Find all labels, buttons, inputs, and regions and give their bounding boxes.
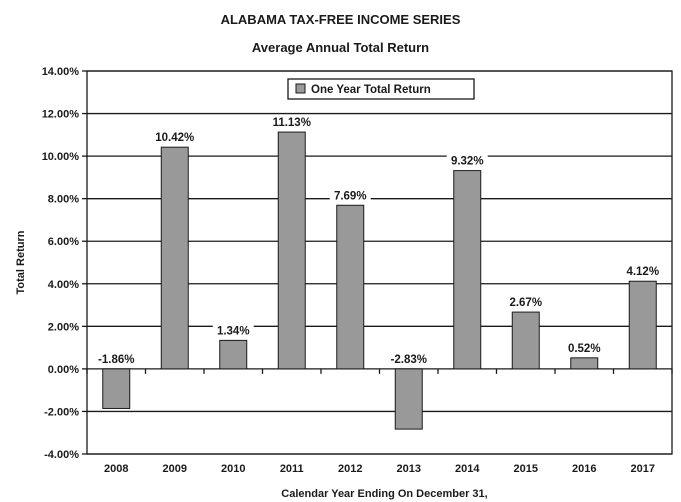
bar xyxy=(277,131,306,370)
bar xyxy=(160,146,189,370)
y-tick-label: 2.00% xyxy=(48,321,79,333)
data-label-bg xyxy=(150,130,199,145)
data-label: 4.12% xyxy=(626,266,659,278)
data-label-bg xyxy=(329,188,371,203)
x-tick-label: 2014 xyxy=(455,463,480,475)
data-label-bg xyxy=(505,295,547,310)
data-label-bg xyxy=(563,340,605,355)
chart-subtitle: Average Annual Total Return xyxy=(251,40,430,55)
data-label-bg xyxy=(267,115,316,130)
data-label-bg xyxy=(92,351,141,366)
bar xyxy=(453,170,482,370)
bar xyxy=(102,368,131,409)
data-label: 0.52% xyxy=(568,343,601,355)
data-label: 9.32% xyxy=(451,156,484,168)
data-label: 2.67% xyxy=(509,297,542,309)
x-tick-label: 2010 xyxy=(221,463,245,475)
y-tick-label: 14.00% xyxy=(42,66,80,78)
x-tick-label: 2013 xyxy=(397,463,421,475)
chart-title: ALABAMA TAX-FREE INCOME SERIES xyxy=(220,12,461,27)
data-label: -2.83% xyxy=(391,354,427,366)
y-tick-label: 12.00% xyxy=(42,109,80,121)
y-axis-label: Total Return xyxy=(15,230,27,294)
data-label: 10.42% xyxy=(155,132,194,144)
bar xyxy=(628,280,657,370)
y-tick-label: -2.00% xyxy=(44,406,79,418)
y-tick-label: 8.00% xyxy=(48,194,79,206)
bar xyxy=(394,368,423,430)
x-tick-label: 2009 xyxy=(163,463,187,475)
bar xyxy=(511,311,540,370)
data-label: 7.69% xyxy=(334,190,367,202)
x-tick-label: 2012 xyxy=(338,463,362,475)
x-tick-label: 2015 xyxy=(514,463,538,475)
y-tick-label: 4.00% xyxy=(48,279,79,291)
data-label-bg xyxy=(446,153,488,168)
x-tick-label: 2017 xyxy=(631,463,655,475)
plot-frame xyxy=(86,70,673,455)
x-axis-label: Calendar Year Ending On December 31, xyxy=(281,488,487,500)
y-tick-label: 0.00% xyxy=(48,364,79,376)
bar xyxy=(570,357,599,370)
data-label: 11.13% xyxy=(273,117,311,129)
x-tick-label: 2016 xyxy=(572,463,596,475)
data-label: 1.34% xyxy=(217,325,250,337)
legend-label: One Year Total Return xyxy=(311,84,431,96)
y-tick-label: 6.00% xyxy=(48,236,79,248)
data-label-bg xyxy=(384,351,433,366)
x-tick-label: 2011 xyxy=(280,463,304,475)
legend-swatch xyxy=(295,83,306,94)
data-label-bg xyxy=(212,323,254,338)
data-label: -1.86% xyxy=(98,354,134,366)
x-tick-label: 2008 xyxy=(104,463,128,475)
y-tick-label: 10.00% xyxy=(42,151,80,163)
y-tick-label: -4.00% xyxy=(44,449,79,461)
legend-box xyxy=(287,78,475,100)
bar xyxy=(219,339,248,370)
bar xyxy=(336,204,365,370)
data-label-bg xyxy=(622,264,664,279)
